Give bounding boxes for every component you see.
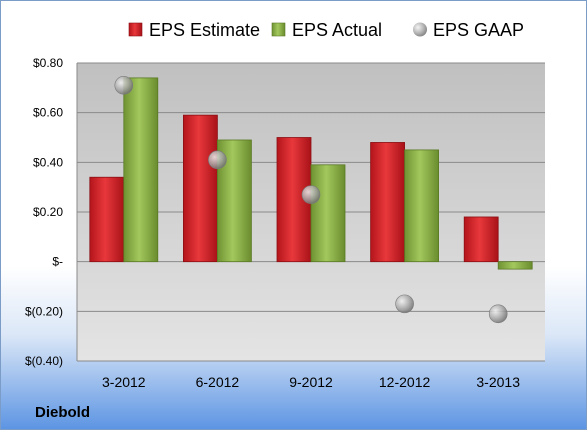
x-tick-label-1: 6-2012 <box>196 374 240 390</box>
legend-swatch-eps-gaap <box>413 22 427 37</box>
y-tick-label-1: $0.60 <box>33 106 63 120</box>
bar-eps-estimate-6-2012 <box>182 114 218 263</box>
company-name: Diebold <box>35 404 90 421</box>
y-tick-label-0: $0.80 <box>33 56 63 70</box>
legend-swatch-eps-estimate <box>128 22 143 37</box>
point-eps-gaap-9-2012 <box>301 185 321 204</box>
bar-eps-actual-9-2012 <box>310 164 346 263</box>
legend: EPS Estimate EPS Actual EPS GAAP <box>128 20 524 40</box>
x-tick-label-3: 12-2012 <box>379 374 431 390</box>
y-tick-label-3: $0.20 <box>33 205 63 219</box>
legend-label-eps-gaap: EPS GAAP <box>433 20 524 40</box>
y-tick-label-2: $0.40 <box>33 155 63 169</box>
bar-eps-actual-12-2012 <box>404 149 440 263</box>
point-eps-gaap-3-2013 <box>488 304 508 324</box>
bars-layer <box>89 77 533 270</box>
point-eps-gaap-3-2012 <box>114 76 134 95</box>
bar-eps-actual-3-2012 <box>123 77 159 263</box>
x-tick-label-4: 3-2013 <box>476 374 520 390</box>
bar-eps-estimate-12-2012 <box>370 142 406 263</box>
y-tick-labels: $0.80 $0.60 $0.40 $0.20 $- $(0.20) $(0.40) <box>25 56 63 368</box>
bar-eps-estimate-3-2013 <box>463 216 499 263</box>
y-tick-label-6: $(0.40) <box>25 354 63 368</box>
gaap-points-layer <box>114 76 508 324</box>
point-eps-gaap-6-2012 <box>208 150 227 170</box>
y-tick-label-5: $(0.20) <box>25 304 63 318</box>
point-eps-gaap-12-2012 <box>395 294 414 314</box>
x-tick-labels: 3-2012 6-2012 9-2012 12-2012 3-2013 <box>102 374 520 390</box>
legend-label-eps-actual: EPS Actual <box>292 20 382 40</box>
y-tick-label-4: $- <box>52 255 63 269</box>
legend-label-eps-estimate: EPS Estimate <box>149 20 260 40</box>
x-tick-label-2: 9-2012 <box>289 374 333 390</box>
bar-eps-actual-3-2013 <box>497 261 533 270</box>
legend-swatch-eps-actual <box>271 22 286 37</box>
bar-eps-estimate-3-2012 <box>89 176 125 263</box>
x-tick-label-0: 3-2012 <box>102 374 146 390</box>
